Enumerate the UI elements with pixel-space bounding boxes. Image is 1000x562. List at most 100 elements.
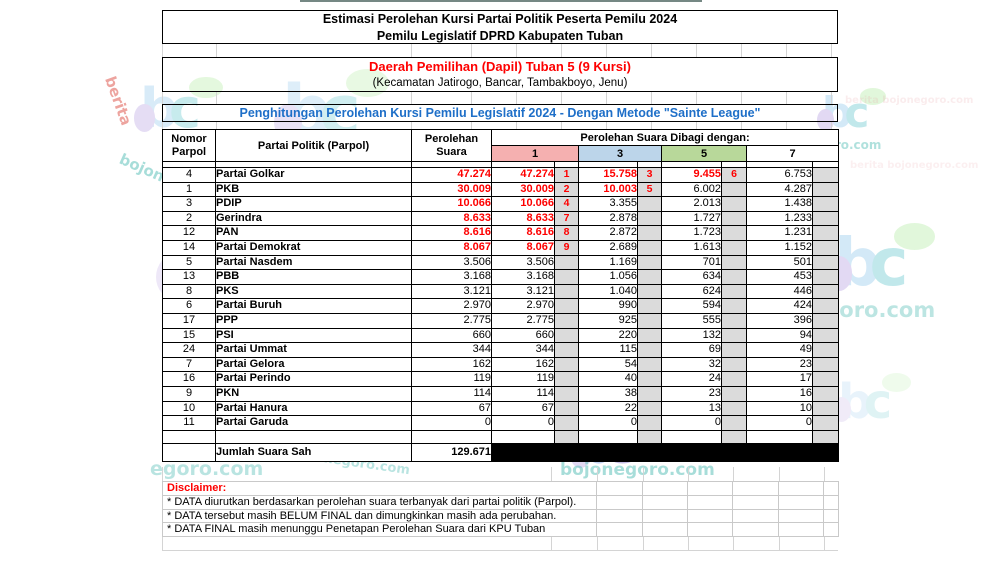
- header-nomor-parpol: Nomor Parpol: [162, 129, 216, 162]
- cell-seat-rank: [721, 298, 747, 314]
- cell-party-name: Partai Hanura: [215, 400, 412, 417]
- cell-seat-rank: [811, 196, 840, 212]
- cell-seat-rank: [811, 210, 840, 227]
- cell-seat-rank: [721, 239, 747, 256]
- watermark-faint-right-1: berita bojonegoro.com: [845, 95, 974, 106]
- cell-div-5: 555: [661, 312, 722, 329]
- cell-party-name: Partai Garuda: [215, 415, 412, 431]
- party-row: 10 Partai Hanura 67 67 22 13 10: [162, 400, 840, 417]
- total-row: Jumlah Suara Sah 129.671: [162, 443, 840, 463]
- cell-div-1: 3.121: [491, 283, 555, 300]
- cell-party-name: Partai Buruh: [215, 298, 412, 314]
- cell-party-number: 6: [162, 298, 216, 314]
- cell-div-1: 0: [491, 415, 555, 431]
- cell-party-number: 12: [162, 225, 216, 241]
- cell-div-7: 17: [746, 371, 813, 387]
- cell-seat-rank: 3: [637, 167, 662, 183]
- cell-div-5: 1.727: [661, 210, 722, 227]
- party-row: 5 Partai Nasdem 3.506 3.506 1.169 701 501: [162, 254, 840, 271]
- header-divisor-3: 3: [578, 145, 662, 162]
- cell-div-1: 344: [491, 342, 555, 358]
- party-row: 9 PKN 114 114 38 23 16: [162, 385, 840, 402]
- cell-votes: 162: [411, 356, 492, 373]
- cell-party-number: 24: [162, 342, 216, 358]
- party-row: 24 Partai Ummat 344 344 115 69 49: [162, 342, 840, 358]
- cell-party-number: 3: [162, 196, 216, 212]
- cell-seat-rank: [721, 196, 747, 212]
- cell-seat-rank: [637, 371, 662, 387]
- header-division-group: Perolehan Suara Dibagi dengan:: [490, 129, 840, 146]
- cell-seat-rank: [637, 225, 662, 241]
- cell-div-7: 10: [746, 400, 813, 417]
- cell-div-7: 4.287: [746, 181, 813, 198]
- watermark-letter: c: [863, 374, 893, 430]
- cell-div-5: 1.723: [661, 225, 722, 241]
- cell-votes: 67: [411, 400, 492, 417]
- cell-party-number: 10: [162, 400, 216, 417]
- cell-votes: 8.616: [411, 225, 492, 241]
- spacer-row: [162, 161, 840, 168]
- cell-party-number: 4: [162, 167, 216, 183]
- disclaimer-line-3: * DATA FINAL masih menunggu Penetapan Pe…: [162, 522, 597, 538]
- header-row-1: Nomor Parpol Partai Politik (Parpol) Per…: [162, 129, 840, 162]
- cell-div-1: 8.616: [491, 225, 555, 241]
- cell-party-number: 8: [162, 283, 216, 300]
- party-row: 14 Partai Demokrat 8.067 8.067 9 2.689 1.613 1.…: [162, 239, 840, 256]
- cell-div-1: 67: [491, 400, 555, 417]
- cell-seat-rank: [637, 196, 662, 212]
- disclaimer-line-2: * DATA tersebut masih BELUM FINAL dan di…: [162, 508, 597, 524]
- party-row: 13 PBB 3.168 3.168 1.056 634 453: [162, 269, 840, 285]
- cell-seat-rank: [554, 269, 579, 285]
- cell-party-number: 17: [162, 312, 216, 329]
- cell-div-1: 162: [491, 356, 555, 373]
- party-row: 11 Partai Garuda 0 0 0 0 0: [162, 415, 840, 431]
- cell-party-number: 1: [162, 181, 216, 198]
- cell-div-3: 2.689: [578, 239, 638, 256]
- cell-party-name: Partai Ummat: [215, 342, 412, 358]
- seat-calculation-table: Nomor Parpol Partai Politik (Parpol) Per…: [162, 129, 840, 463]
- cell-party-number: 11: [162, 415, 216, 431]
- cell-seat-rank: [811, 181, 840, 198]
- cell-div-3: 925: [578, 312, 638, 329]
- cell-div-7: 16: [746, 385, 813, 402]
- table-body: 4 Partai Golkar 47.274 47.274 1 15.758 3 9.455 6…: [162, 167, 840, 463]
- watermark-letter: b: [834, 224, 882, 301]
- cell-div-7: 0: [746, 415, 813, 431]
- cell-party-name: Partai Perindo: [215, 371, 412, 387]
- cell-seat-rank: [637, 415, 662, 431]
- cell-seat-rank: [637, 342, 662, 358]
- cell-seat-rank: 6: [721, 167, 747, 183]
- cell-party-name: Partai Gelora: [215, 356, 412, 373]
- cell-party-name: PKN: [215, 385, 412, 402]
- window-top-edge: [300, 0, 702, 2]
- cell-votes: 3.506: [411, 254, 492, 271]
- cell-seat-rank: [554, 385, 579, 402]
- cell-party-name: Partai Golkar: [215, 167, 412, 183]
- cell-div-7: 1.152: [746, 239, 813, 256]
- grid-band: [162, 467, 838, 481]
- disclaimer-line-1: * DATA diurutkan berdasarkan perolehan s…: [162, 494, 597, 510]
- watermark-faint-right-2: berita bojonegoro.com: [850, 160, 979, 171]
- cell-div-1: 8.633: [491, 210, 555, 227]
- cell-votes: 0: [411, 415, 492, 431]
- cell-seat-rank: [637, 385, 662, 402]
- cell-div-3: 1.169: [578, 254, 638, 271]
- grid-band: [162, 92, 838, 104]
- cell-seat-rank: 4: [554, 196, 579, 212]
- cell-seat-rank: [721, 371, 747, 387]
- cell-seat-rank: [554, 371, 579, 387]
- cell-votes: 2.970: [411, 298, 492, 314]
- cell-party-name: Gerindra: [215, 210, 412, 227]
- cell-seat-rank: [554, 298, 579, 314]
- cell-div-1: 10.066: [491, 196, 555, 212]
- total-label: Jumlah Suara Sah: [215, 443, 412, 463]
- cell-div-3: 2.878: [578, 210, 638, 227]
- cell-div-3: 3.355: [578, 196, 638, 212]
- cell-div-7: 49: [746, 342, 813, 358]
- cell-party-name: PBB: [215, 269, 412, 285]
- header-divisor-5: 5: [661, 145, 747, 162]
- cell-seat-rank: [637, 210, 662, 227]
- party-row: 8 PKS 3.121 3.121 1.040 624 446: [162, 283, 840, 300]
- cell-div-7: 94: [746, 327, 813, 344]
- cell-votes: 47.274: [411, 167, 492, 183]
